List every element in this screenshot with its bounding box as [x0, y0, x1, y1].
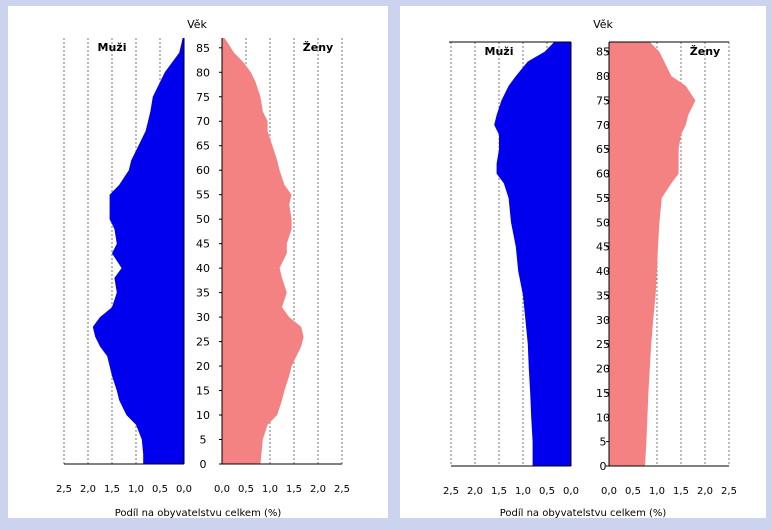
age-tick-label: 10 [596, 411, 610, 424]
age-tick-label: 85 [596, 46, 610, 59]
age-tick-label: 85 [196, 42, 210, 55]
chart-panel [8, 6, 388, 518]
age-tick-label: 75 [196, 91, 210, 104]
men-series-area [92, 38, 184, 464]
age-tick-label: 30 [196, 311, 210, 324]
age-tick-label: 40 [196, 262, 210, 275]
x-tick-label-women: 1,0 [262, 484, 278, 495]
x-tick-label-men: 0,5 [539, 486, 555, 497]
age-tick-label: 25 [596, 338, 610, 351]
x-tick-label-men: 0,5 [152, 484, 168, 495]
age-tick-label: 80 [196, 66, 210, 79]
age-tick-label: 70 [196, 115, 210, 128]
age-tick-label: 45 [196, 238, 210, 251]
x-tick-label-men: 2,5 [56, 484, 72, 495]
men-series-area [494, 42, 571, 466]
age-tick-label: 5 [200, 434, 207, 447]
x-tick-label-women: 1,0 [649, 486, 665, 497]
x-tick-label-women: 2,0 [310, 484, 326, 495]
age-tick-label: 75 [596, 94, 610, 107]
chart-panel [400, 6, 766, 518]
women-label: Ženy [303, 41, 333, 54]
x-tick-label-men: 1,0 [128, 484, 144, 495]
age-tick-label: 65 [596, 143, 610, 156]
pyramid-chart-1: 0 5 10 15 20 25 30 35 40 45 50 55 60 65 70 75 80 85 Věk Muž… [8, 6, 388, 519]
x-tick-label-men: 0,0 [176, 484, 192, 495]
x-tick-label-women: 0,5 [625, 486, 641, 497]
pyramid-chart-2: 0 5 10 15 20 25 30 35 40 45 50 55 60 65 70 75 80 85 Věk Muž… [400, 6, 766, 519]
x-tick-label-women: 1,5 [673, 486, 689, 497]
x-axis-title: Podíl na obyvatelstvu celkem (%) [115, 507, 282, 519]
age-axis-label: Věk [187, 18, 207, 31]
x-tick-label-men: 2,0 [467, 486, 483, 497]
women-label: Ženy [690, 45, 720, 58]
x-tick-label-women: 2,5 [721, 486, 737, 497]
age-tick-label: 0 [600, 460, 607, 473]
x-tick-label-women: 2,0 [697, 486, 713, 497]
x-tick-label-women: 0,0 [601, 486, 617, 497]
women-series-area [609, 42, 696, 466]
age-tick-label: 65 [196, 140, 210, 153]
x-tick-label-women: 2,5 [334, 484, 350, 495]
age-tick-label: 55 [596, 192, 610, 205]
age-tick-label: 30 [596, 314, 610, 327]
age-tick-label: 60 [196, 164, 210, 177]
x-tick-label-men: 2,5 [443, 486, 459, 497]
age-axis-label: Věk [593, 18, 613, 31]
age-tick-label: 15 [196, 385, 210, 398]
age-tick-label: 25 [196, 336, 210, 349]
x-tick-label-women: 0,0 [214, 484, 230, 495]
age-tick-label: 45 [596, 241, 610, 254]
x-tick-label-women: 1,5 [286, 484, 302, 495]
age-tick-label: 20 [596, 363, 610, 376]
age-tick-label: 80 [596, 70, 610, 83]
men-label: Muži [98, 41, 127, 54]
x-tick-label-men: 1,0 [515, 486, 531, 497]
age-tick-label: 0 [200, 458, 207, 471]
x-tick-label-men: 1,5 [491, 486, 507, 497]
age-tick-label: 35 [596, 289, 610, 302]
x-axis-title: Podíl na obyvatelstvu celkem (%) [500, 507, 667, 519]
x-tick-label-men: 2,0 [80, 484, 96, 495]
age-tick-label: 60 [596, 168, 610, 181]
age-tick-label: 50 [596, 216, 610, 229]
age-tick-label: 15 [596, 387, 610, 400]
age-tick-label: 20 [196, 360, 210, 373]
men-label: Muži [485, 45, 514, 58]
age-tick-label: 50 [196, 213, 210, 226]
x-tick-label-men: 0,0 [563, 486, 579, 497]
x-tick-label-men: 1,5 [104, 484, 120, 495]
age-tick-label: 5 [600, 436, 607, 449]
age-tick-label: 10 [196, 409, 210, 422]
age-tick-label: 40 [596, 265, 610, 278]
x-tick-label-women: 0,5 [238, 484, 254, 495]
age-tick-label: 55 [196, 189, 210, 202]
age-tick-label: 70 [596, 119, 610, 132]
age-tick-label: 35 [196, 287, 210, 300]
women-series-area [222, 38, 304, 464]
